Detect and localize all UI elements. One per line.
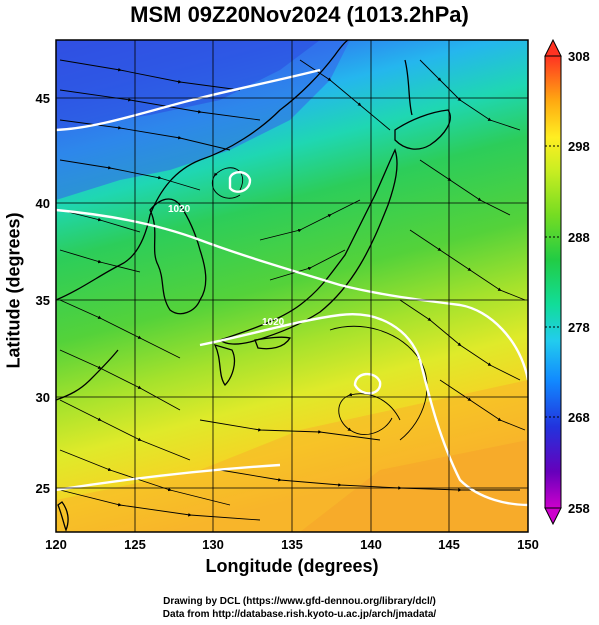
y-tick-label: 25: [36, 481, 50, 496]
x-axis: 120 125 130 135 140 145 150: [45, 537, 539, 552]
colorbar-label: 288: [568, 230, 590, 245]
colorbar-label: 268: [568, 410, 590, 425]
x-tick-label: 140: [360, 537, 382, 552]
x-tick-label: 150: [517, 537, 539, 552]
y-axis: 25 30 35 40 45: [36, 91, 50, 496]
contour-label: 1020: [168, 204, 191, 215]
temperature-field: 1020 1020: [56, 40, 528, 532]
credit-drawing: Drawing by DCL (https://www.gfd-dennou.o…: [163, 596, 436, 607]
colorbar: 308 298 288 278 268 258: [544, 38, 590, 526]
contour-label: 1020: [262, 317, 285, 328]
colorbar-min-arrow: [544, 507, 562, 526]
x-tick-label: 145: [438, 537, 460, 552]
colorbar-label: 298: [568, 139, 590, 154]
y-tick-label: 30: [36, 390, 50, 405]
y-tick-label: 35: [36, 293, 50, 308]
x-axis-label: Longitude (degrees): [205, 556, 379, 576]
colorbar-label: 278: [568, 320, 590, 335]
y-axis-label: Latitude (degrees): [3, 212, 24, 369]
y-tick-label: 40: [36, 196, 50, 211]
x-tick-label: 120: [45, 537, 67, 552]
credit-data-source: Data from http://database.rish.kyoto-u.a…: [162, 609, 437, 620]
x-tick-label: 135: [281, 537, 303, 552]
x-tick-label: 125: [124, 537, 146, 552]
colorbar-label: 308: [568, 49, 590, 64]
map-title: MSM 09Z20Nov2024 (1013.2hPa): [130, 2, 469, 27]
x-tick-label: 130: [202, 537, 224, 552]
coastlines: [56, 40, 451, 532]
y-tick-label: 45: [36, 91, 50, 106]
plot-frame: [55, 39, 529, 533]
lat-lon-grid: [56, 40, 528, 532]
colorbar-max-arrow: [544, 38, 562, 57]
colorbar-label: 258: [568, 501, 590, 516]
